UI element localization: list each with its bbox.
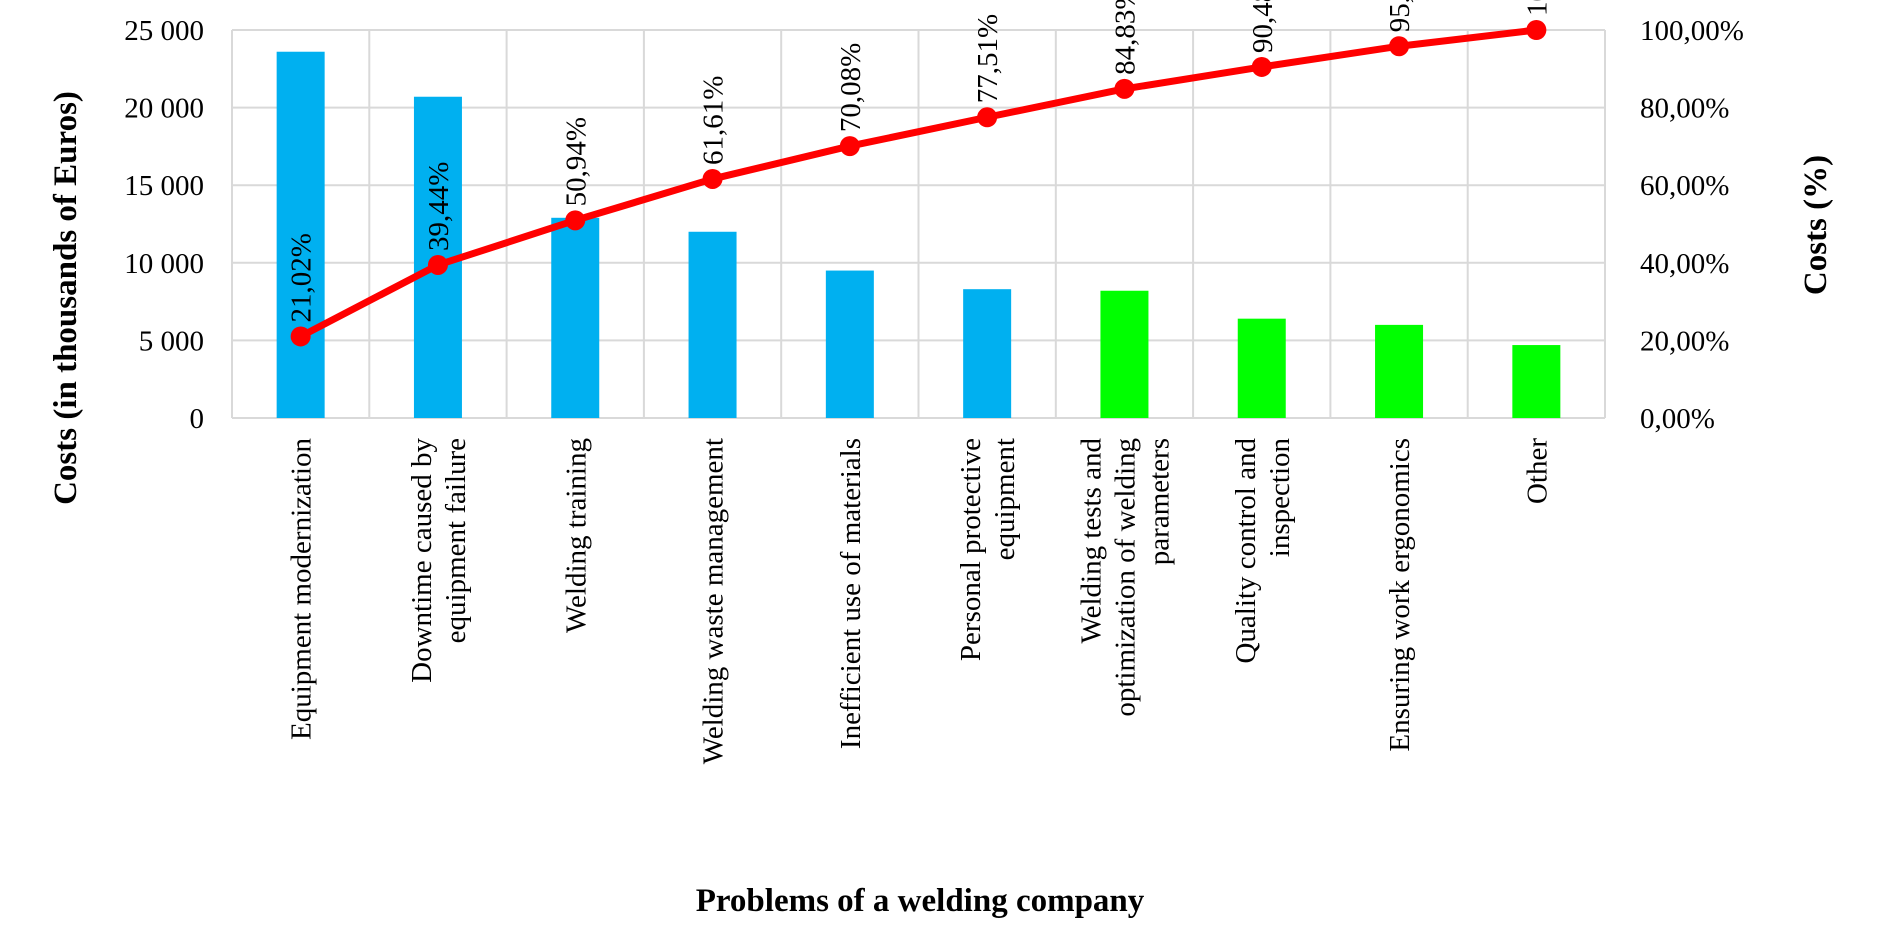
y-tick-label: 5 000 bbox=[139, 325, 204, 357]
cumulative-point bbox=[290, 326, 311, 347]
bars bbox=[276, 51, 1561, 419]
y2-tick-label: 0,00% bbox=[1640, 403, 1715, 435]
bar bbox=[963, 289, 1012, 418]
x-tick-label: Other bbox=[1521, 438, 1553, 504]
x-axis-title: Problems of a welding company bbox=[696, 883, 1145, 919]
x-tick-label-line: Ensuring work ergonomics bbox=[1384, 438, 1416, 752]
cumulative-point bbox=[1526, 20, 1547, 40]
x-tick-label: Personal protective equipment bbox=[955, 438, 1021, 661]
x-tick-label: Equipment modernization bbox=[286, 438, 318, 741]
y2-tick-label: 40,00% bbox=[1640, 248, 1729, 280]
cumulative-point bbox=[1389, 36, 1410, 57]
cumulative-point bbox=[702, 168, 723, 189]
x-tick-label: Quality control and inspection bbox=[1230, 438, 1296, 664]
x-tick-label: Downtime caused by equipment failure bbox=[406, 438, 472, 683]
y2-tick-label: 20,00% bbox=[1640, 325, 1729, 357]
cumulative-data-label: 21,02% bbox=[286, 233, 318, 322]
y-axis-title: Costs (in thousands of Euros) bbox=[48, 91, 84, 505]
cumulative-line bbox=[290, 20, 1547, 347]
x-tick-label: Welding training bbox=[560, 438, 592, 633]
x-tick-label-line: Quality control and bbox=[1230, 438, 1262, 664]
bar bbox=[1375, 324, 1424, 418]
cumulative-data-label: 39,44% bbox=[423, 162, 455, 251]
x-tick-label-line: optimization of welding bbox=[1109, 438, 1141, 717]
x-tick-label-line: Other bbox=[1521, 438, 1553, 504]
y2-tick-label: 100,00% bbox=[1640, 15, 1744, 47]
x-tick-label-line: Inefficient use of materials bbox=[835, 438, 867, 749]
bar bbox=[276, 51, 325, 419]
bar bbox=[1237, 318, 1286, 418]
y2-axis-title: Costs (%) bbox=[1798, 155, 1834, 295]
data-labels: 21,02% 39,44% 50,94% 61,61% 70,08% 77,51% 84,8… bbox=[286, 0, 1554, 322]
x-tick-label: Welding waste management bbox=[698, 438, 730, 764]
bar bbox=[1512, 345, 1561, 418]
cumulative-data-label: 90,48% bbox=[1247, 0, 1279, 53]
y-tick-label: 10 000 bbox=[124, 248, 204, 280]
x-tick-label-line: Equipment modernization bbox=[286, 438, 318, 741]
x-tick-label-line: Personal protective bbox=[955, 438, 987, 661]
x-tick-label-line: Welding tests and bbox=[1075, 438, 1107, 644]
x-tick-label: Ensuring work ergonomics bbox=[1384, 438, 1416, 752]
bar bbox=[825, 270, 874, 418]
x-tick-label-line: Downtime caused by bbox=[406, 438, 438, 683]
bar bbox=[688, 231, 737, 418]
y2-tick-label: 60,00% bbox=[1640, 170, 1729, 202]
cumulative-data-label: 84,83% bbox=[1109, 0, 1141, 75]
cumulative-point bbox=[1114, 78, 1135, 99]
x-tick-label: Welding tests and optimization of welding… bbox=[1075, 438, 1175, 717]
x-tick-label-line: Welding training bbox=[560, 438, 592, 633]
y2-tick-label: 80,00% bbox=[1640, 93, 1729, 125]
bar bbox=[551, 217, 600, 418]
cumulative-series-line bbox=[297, 26, 1540, 340]
axes: 0 0,00% 5 000 20,00% 10 000 40,00% 15 000 60,00… bbox=[124, 15, 1744, 764]
x-tick-label: Inefficient use of materials bbox=[835, 438, 867, 749]
cumulative-data-label: 61,61% bbox=[698, 76, 730, 165]
x-tick-label-line: Welding waste management bbox=[698, 438, 730, 764]
cumulative-data-label: 50,94% bbox=[560, 117, 592, 206]
cumulative-point bbox=[1251, 56, 1272, 77]
y-tick-label: 20 000 bbox=[124, 93, 204, 125]
cumulative-data-label: 100,00% bbox=[1521, 0, 1553, 16]
cumulative-point bbox=[839, 136, 860, 157]
x-tick-label-line: equipment failure bbox=[440, 438, 472, 643]
cumulative-data-label: 95,82% bbox=[1384, 0, 1416, 32]
x-tick-label-line: equipment bbox=[989, 438, 1021, 560]
y-tick-label: 0 bbox=[190, 403, 205, 435]
cumulative-data-label: 77,51% bbox=[972, 14, 1004, 103]
x-tick-label-line: inspection bbox=[1264, 438, 1296, 558]
cumulative-point bbox=[977, 107, 998, 128]
bar bbox=[1100, 290, 1149, 418]
cumulative-point bbox=[565, 210, 586, 231]
y-tick-label: 25 000 bbox=[124, 15, 204, 47]
cumulative-data-label: 70,08% bbox=[835, 43, 867, 132]
y-tick-label: 15 000 bbox=[124, 170, 204, 202]
x-tick-label-line: parameters bbox=[1143, 438, 1175, 565]
cumulative-point bbox=[427, 254, 448, 275]
